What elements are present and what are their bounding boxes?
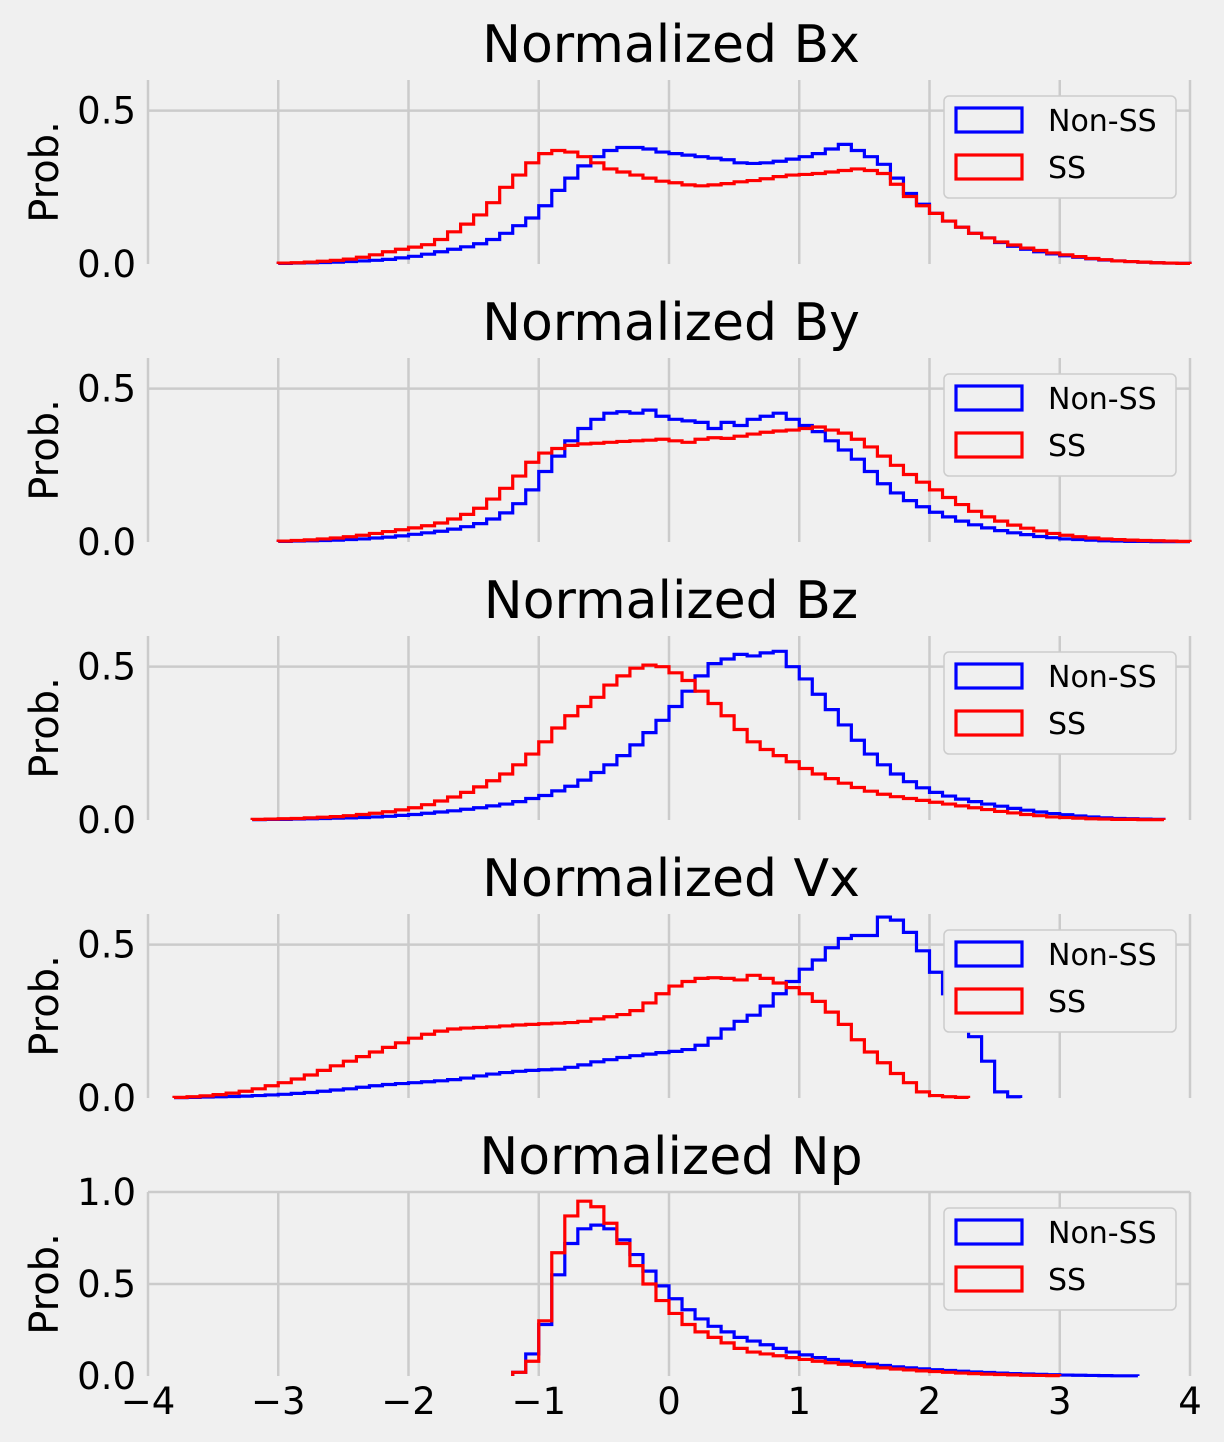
legend: Non-SS SS	[943, 1207, 1177, 1311]
legend-box	[943, 373, 1177, 477]
y-axis-label: Prob.	[22, 955, 68, 1057]
x-tick-label: 2	[918, 1380, 942, 1423]
y-tick-label: 0.5	[77, 924, 136, 967]
x-tick-label: −4	[121, 1380, 176, 1423]
histogram-series-ss	[276, 425, 1192, 543]
legend: Non-SS SS	[943, 929, 1177, 1033]
legend: Non-SS SS	[943, 651, 1177, 755]
y-tick-label: 0.5	[77, 90, 136, 133]
histogram-series-non-ss	[250, 649, 1166, 822]
panel-title: Normalized Bx	[482, 15, 860, 75]
y-tick-label: 1.0	[77, 1171, 136, 1214]
y-axis-label: Prob.	[22, 1233, 68, 1335]
y-axis-label: Prob.	[22, 399, 68, 501]
y-tick-label: 0.0	[77, 1355, 136, 1398]
x-tick-label: 4	[1178, 1380, 1202, 1423]
y-tick-label: 0.5	[77, 368, 136, 411]
x-tick-label: −2	[381, 1380, 436, 1423]
panel-3: Normalized Bz Prob.0.0 0.5 Non-SS SS	[22, 571, 1192, 842]
y-tick-label: 0.0	[77, 243, 136, 286]
histogram-series-ss	[511, 1199, 1062, 1378]
legend-entry: SS	[1048, 707, 1086, 742]
legend-swatch	[954, 384, 1024, 412]
y-tick-label: 0.5	[77, 646, 136, 689]
legend-entry: Non-SS	[1048, 382, 1157, 417]
y-tick-label: 0.5	[77, 1263, 136, 1306]
legend-entry: SS	[1048, 1263, 1086, 1298]
legend-box	[943, 651, 1177, 755]
legend-swatch	[954, 106, 1024, 134]
panel-title: Normalized By	[482, 293, 860, 353]
legend-swatch	[954, 1218, 1024, 1246]
panel-title: Normalized Bz	[484, 571, 858, 631]
legend-entry: Non-SS	[1048, 660, 1157, 695]
x-tick-label: −1	[511, 1380, 566, 1423]
y-tick-label: 0.0	[77, 1077, 136, 1120]
y-axis-label: Prob.	[22, 121, 68, 223]
x-tick-label: −3	[251, 1380, 306, 1423]
x-tick-label: 1	[787, 1380, 811, 1423]
histogram-series-non-ss	[276, 408, 1192, 544]
panel-2: Normalized By Prob.0.0 0.5 Non-SS SS	[22, 293, 1192, 564]
legend-entry: Non-SS	[1048, 1216, 1157, 1251]
legend-box	[943, 929, 1177, 1033]
y-tick-label: 0.0	[77, 799, 136, 842]
histogram-series-ss	[172, 973, 971, 1099]
legend-entry: SS	[1048, 429, 1086, 464]
histogram-series-ss	[250, 663, 1166, 822]
y-axis-label: Prob.	[22, 677, 68, 779]
legend-swatch	[954, 1265, 1024, 1293]
legend-entry: SS	[1048, 151, 1086, 186]
legend-entry: Non-SS	[1048, 104, 1157, 139]
legend-swatch	[954, 940, 1024, 968]
legend: Non-SS SS	[943, 373, 1177, 477]
panel-5: Normalized Np Prob.0.0 0.5 1.0 −4 −3 −2 −1 0 1 2 3 4…	[22, 1127, 1202, 1423]
legend-box	[943, 1207, 1177, 1311]
x-tick-label: 3	[1048, 1380, 1072, 1423]
legend-swatch	[954, 987, 1024, 1015]
legend: Non-SS SS	[943, 95, 1177, 199]
legend-swatch	[954, 153, 1024, 181]
panel-4: Normalized Vx Prob.0.0 0.5 Non-SS SS	[22, 849, 1192, 1120]
histogram-series-non-ss	[172, 915, 1023, 1100]
x-tick-label: 0	[657, 1380, 681, 1423]
legend-entry: SS	[1048, 985, 1086, 1020]
panel-title: Normalized Vx	[482, 849, 860, 909]
panel-title: Normalized Np	[479, 1127, 862, 1187]
y-tick-label: 0.0	[77, 521, 136, 564]
legend-entry: Non-SS	[1048, 938, 1157, 973]
legend-swatch	[954, 662, 1024, 690]
legend-swatch	[954, 709, 1024, 737]
legend-box	[943, 95, 1177, 199]
histogram-series-ss	[276, 148, 1192, 265]
legend-swatch	[954, 431, 1024, 459]
panel-1: Normalized Bx Prob.0.0 0.5 Non-SS SS	[22, 15, 1192, 286]
